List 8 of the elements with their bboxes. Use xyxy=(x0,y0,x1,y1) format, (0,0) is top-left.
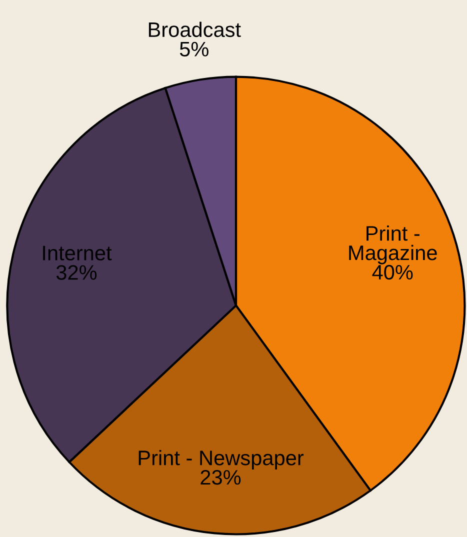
slice-label: Print - Magazine xyxy=(349,225,437,264)
data-label: 5% xyxy=(180,42,208,57)
slice-label: Print - Newspaper xyxy=(138,450,304,470)
data-label: 23% xyxy=(200,470,241,485)
slice-label: Internet xyxy=(43,246,112,260)
data-label: 40% xyxy=(372,264,413,280)
data-label: 32% xyxy=(56,265,97,280)
slice-label: Broadcast xyxy=(148,22,241,38)
